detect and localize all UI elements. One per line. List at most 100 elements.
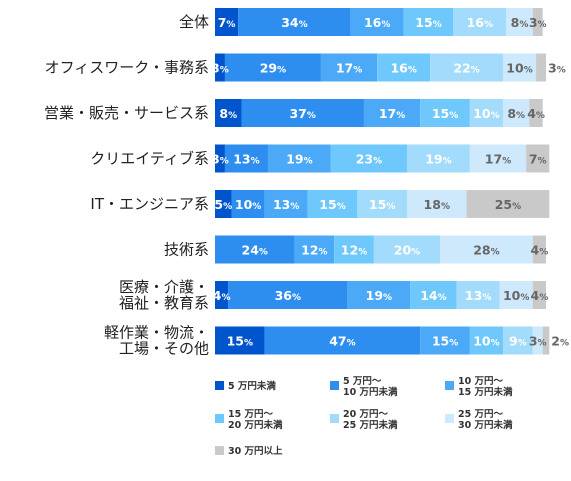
legend-swatch <box>445 381 454 390</box>
bar-segment <box>430 53 503 82</box>
data-label: 16% <box>364 15 390 30</box>
data-label: 15% <box>319 197 345 212</box>
bar-segment <box>406 190 467 218</box>
bar-segment <box>499 281 533 309</box>
bar-segment <box>506 8 533 36</box>
bar-segment <box>320 53 378 82</box>
data-label: 17% <box>485 152 511 167</box>
category-label: 軽作業・物流・工場・その他 <box>104 324 209 358</box>
data-label: 13% <box>233 152 259 167</box>
data-label: 3% <box>548 61 566 76</box>
data-label: 12% <box>301 243 327 258</box>
bar-segment <box>406 144 470 173</box>
bar-segment <box>347 281 411 309</box>
data-label: 10% <box>473 334 499 349</box>
bar-segment <box>469 326 503 355</box>
bar-segment <box>215 53 225 82</box>
legend-swatch <box>330 414 339 423</box>
data-label: 4% <box>527 106 545 121</box>
data-label: 3% <box>529 334 547 349</box>
bar-segment <box>502 53 537 82</box>
legend-swatch <box>215 446 224 455</box>
bar-segment <box>410 281 457 309</box>
data-label: 8% <box>219 106 237 121</box>
bar-segment <box>536 53 546 82</box>
category-label: IT・エンジニア系 <box>90 195 209 213</box>
bar-segment <box>377 53 431 82</box>
legend-label: 5 万円未満 <box>228 380 276 392</box>
data-label: 5% <box>214 197 232 212</box>
data-label: 29% <box>260 61 286 76</box>
data-label: 15% <box>369 197 395 212</box>
data-label: 14% <box>420 288 446 303</box>
data-label: 15% <box>415 15 441 30</box>
data-label: 19% <box>366 288 392 303</box>
bar-segment <box>224 53 321 82</box>
bar-segment <box>215 281 229 309</box>
bar-segment <box>466 190 550 218</box>
bar-segment <box>241 99 364 127</box>
bar-segment <box>532 235 546 264</box>
data-label: 17% <box>336 61 362 76</box>
data-label: 19% <box>425 152 451 167</box>
data-label: 9% <box>509 334 527 349</box>
bars-layer: 7% 34% 16% 15% 16% 8% 3%3% 29% 17% 16% 22% 10% 3%8% 3… <box>211 8 569 355</box>
data-label: 28% <box>473 243 499 258</box>
data-label: 15% <box>432 106 458 121</box>
bar-segment <box>330 144 407 173</box>
data-label: 16% <box>467 15 493 30</box>
bar-segment <box>532 281 546 309</box>
bar-segment <box>264 190 308 218</box>
bar-segment <box>238 8 351 36</box>
legend-swatch <box>215 381 224 390</box>
data-label: 19% <box>286 152 312 167</box>
data-label: 25% <box>495 197 521 212</box>
category-label: 医療・介護・福祉・教育系 <box>119 278 209 312</box>
data-label: 24% <box>242 243 268 258</box>
legend-label: 10 万円～ 15 万円未満 <box>458 376 513 398</box>
bar-segment <box>357 190 407 218</box>
data-label: 4% <box>531 288 549 303</box>
data-label: 4% <box>213 288 231 303</box>
data-label: 34% <box>281 15 307 30</box>
bar-segment <box>231 190 265 218</box>
bar-segment <box>456 281 500 309</box>
legend-label: 15 万円～ 20 万円未満 <box>228 409 283 431</box>
bar-segment <box>453 8 507 36</box>
bar-segment <box>215 235 295 264</box>
data-label: 20% <box>394 243 420 258</box>
data-label: 7% <box>529 152 547 167</box>
legend-label: 20 万円～ 25 万円未満 <box>343 409 398 431</box>
legend-swatch <box>215 414 224 423</box>
data-label: 15% <box>227 334 253 349</box>
legend-label: 25 万円～ 30 万円未満 <box>458 409 513 431</box>
bar-segment <box>532 8 543 36</box>
bar-segment <box>502 326 533 355</box>
legend-label: 30 万円以上 <box>228 445 283 457</box>
bar-segment <box>294 235 335 264</box>
bar-segment <box>532 326 543 355</box>
data-label: 37% <box>289 106 315 121</box>
category-label: クリエイティブ系 <box>90 150 209 168</box>
data-label: 4% <box>531 243 549 258</box>
bar-segment <box>373 235 441 264</box>
data-label: 13% <box>465 288 491 303</box>
bar-segment <box>215 8 239 36</box>
bar-segment <box>542 326 550 355</box>
bar-segment <box>334 235 374 264</box>
bar-segment <box>363 99 421 127</box>
bar-segment <box>529 99 543 127</box>
bar-segment <box>350 8 404 36</box>
category-label: オフィスワーク・事務系 <box>45 59 209 77</box>
data-label: 3% <box>529 15 547 30</box>
data-label: 10% <box>473 106 499 121</box>
bar-segment <box>228 281 348 309</box>
category-label: 技術系 <box>164 241 209 259</box>
legend-label: 5 万円～ 10 万円未満 <box>343 376 398 398</box>
bar-segment <box>224 144 268 173</box>
data-label: 3% <box>211 152 229 167</box>
legend-swatch <box>330 381 339 390</box>
bar-segment <box>403 8 454 36</box>
bar-segment <box>526 144 550 173</box>
bar-segment <box>215 190 232 218</box>
